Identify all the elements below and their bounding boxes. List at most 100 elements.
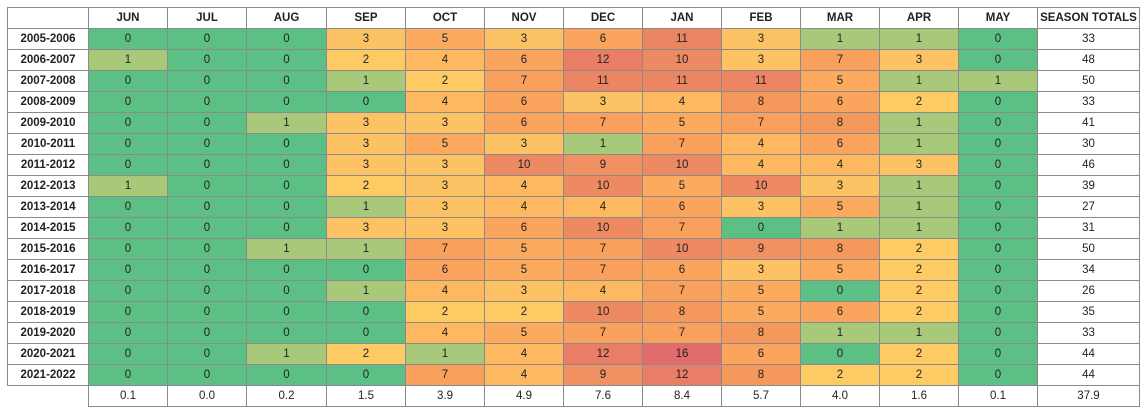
- cell-aug: 1: [246, 112, 327, 134]
- header-aug: AUG: [246, 7, 327, 29]
- average-jan: 8.4: [642, 385, 722, 407]
- cell-nov: 5: [484, 238, 564, 260]
- cell-dec: 7: [563, 322, 643, 344]
- cell-jul: 0: [167, 175, 247, 197]
- average-jul: 0.0: [167, 385, 247, 407]
- cell-feb: 4: [721, 133, 801, 155]
- cell-feb: 10: [721, 175, 801, 197]
- cell-sep: 3: [326, 154, 406, 176]
- season-total: 48: [1037, 49, 1140, 71]
- cell-apr: 1: [879, 322, 959, 344]
- cell-dec: 11: [563, 70, 643, 92]
- cell-apr: 2: [879, 238, 959, 260]
- cell-sep: 1: [326, 238, 406, 260]
- header-oct: OCT: [405, 7, 485, 29]
- season-label: 2005-2006: [7, 28, 89, 50]
- cell-may: 0: [958, 364, 1038, 386]
- cell-jul: 0: [167, 154, 247, 176]
- cell-jan: 7: [642, 322, 722, 344]
- cell-nov: 4: [484, 175, 564, 197]
- header-mar: MAR: [800, 7, 880, 29]
- cell-oct: 7: [405, 238, 485, 260]
- cell-aug: 0: [246, 301, 327, 323]
- cell-jun: 0: [88, 70, 168, 92]
- average-row: 0.1 0.0 0.2 1.5 3.9 4.9 7.6 8.4 5.7 4.0 1.6 0.1 37.9: [8, 385, 1140, 407]
- cell-aug: 0: [246, 322, 327, 344]
- cell-feb: 5: [721, 301, 801, 323]
- cell-dec: 7: [563, 259, 643, 281]
- season-total: 44: [1037, 343, 1140, 365]
- table-row: 2011-2012 0 0 0 3 3 10 9 10 4 4 3 0 46: [7, 154, 1140, 176]
- cell-may: 0: [958, 28, 1038, 50]
- table-row: 2019-2020 0 0 0 0 4 5 7 7 8 1 1 0 33: [7, 322, 1140, 344]
- cell-jun: 0: [88, 112, 168, 134]
- cell-feb: 8: [721, 322, 801, 344]
- cell-may: 0: [958, 196, 1038, 218]
- header-jun: JUN: [88, 7, 168, 29]
- cell-jul: 0: [167, 70, 247, 92]
- cell-may: 0: [958, 49, 1038, 71]
- average-sep: 1.5: [326, 385, 406, 407]
- season-total: 35: [1037, 301, 1140, 323]
- season-total: 41: [1037, 112, 1140, 134]
- cell-mar: 6: [800, 133, 880, 155]
- cell-oct: 4: [405, 91, 485, 113]
- season-label: 2020-2021: [7, 343, 89, 365]
- cell-jan: 10: [642, 49, 722, 71]
- header-row: JUN JUL AUG SEP OCT NOV DEC JAN FEB MAR …: [7, 7, 1140, 29]
- table-row: 2009-2010 0 0 1 3 3 6 7 5 7 8 1 0 41: [7, 112, 1140, 134]
- cell-mar: 8: [800, 238, 880, 260]
- header-feb: FEB: [721, 7, 801, 29]
- cell-feb: 3: [721, 196, 801, 218]
- cell-nov: 3: [484, 28, 564, 50]
- cell-oct: 2: [405, 301, 485, 323]
- season-label: 2011-2012: [7, 154, 89, 176]
- cell-dec: 10: [563, 175, 643, 197]
- snowfall-month-table: JUN JUL AUG SEP OCT NOV DEC JAN FEB MAR …: [7, 7, 1140, 407]
- cell-jan: 11: [642, 70, 722, 92]
- cell-jun: 1: [88, 175, 168, 197]
- cell-apr: 2: [879, 301, 959, 323]
- cell-sep: 0: [326, 322, 406, 344]
- cell-nov: 6: [484, 91, 564, 113]
- cell-mar: 8: [800, 112, 880, 134]
- cell-aug: 0: [246, 259, 327, 281]
- season-total: 50: [1037, 238, 1140, 260]
- table-row: 2021-2022 0 0 0 0 7 4 9 12 8 2 2 0 44: [7, 364, 1140, 386]
- cell-mar: 0: [800, 280, 880, 302]
- season-label: 2019-2020: [7, 322, 89, 344]
- cell-jul: 0: [167, 217, 247, 239]
- cell-jun: 0: [88, 91, 168, 113]
- cell-jun: 0: [88, 238, 168, 260]
- cell-aug: 0: [246, 70, 327, 92]
- cell-nov: 4: [484, 196, 564, 218]
- cell-mar: 1: [800, 322, 880, 344]
- cell-jan: 7: [642, 133, 722, 155]
- cell-jun: 1: [88, 49, 168, 71]
- cell-aug: 0: [246, 49, 327, 71]
- cell-dec: 9: [563, 364, 643, 386]
- cell-mar: 1: [800, 217, 880, 239]
- cell-jan: 6: [642, 259, 722, 281]
- cell-feb: 11: [721, 70, 801, 92]
- cell-jun: 0: [88, 343, 168, 365]
- season-total: 50: [1037, 70, 1140, 92]
- cell-jun: 0: [88, 28, 168, 50]
- cell-sep: 2: [326, 343, 406, 365]
- cell-jul: 0: [167, 91, 247, 113]
- season-total: 39: [1037, 175, 1140, 197]
- header-apr: APR: [879, 7, 959, 29]
- cell-feb: 9: [721, 238, 801, 260]
- cell-nov: 3: [484, 133, 564, 155]
- cell-apr: 1: [879, 217, 959, 239]
- cell-jun: 0: [88, 154, 168, 176]
- average-mar: 4.0: [800, 385, 880, 407]
- cell-feb: 8: [721, 91, 801, 113]
- cell-mar: 3: [800, 175, 880, 197]
- cell-nov: 6: [484, 217, 564, 239]
- cell-apr: 3: [879, 154, 959, 176]
- cell-mar: 7: [800, 49, 880, 71]
- cell-apr: 1: [879, 28, 959, 50]
- cell-sep: 2: [326, 175, 406, 197]
- cell-sep: 1: [326, 196, 406, 218]
